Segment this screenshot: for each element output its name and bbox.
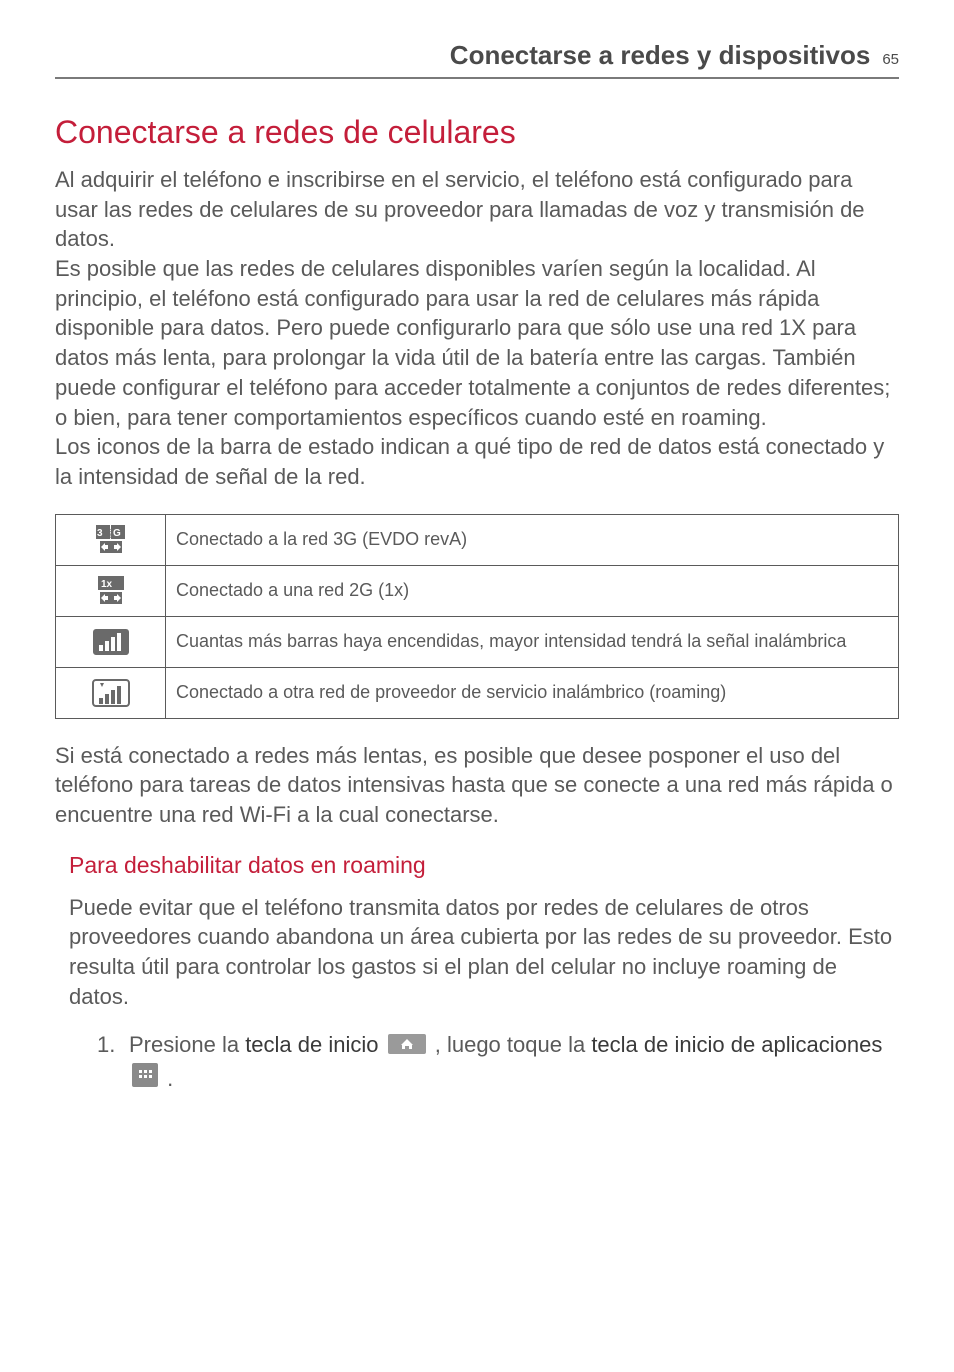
1x-icon: 1x bbox=[94, 576, 128, 606]
intro-paragraphs: Al adquirir el teléfono e inscribirse en… bbox=[55, 165, 899, 492]
svg-text:3: 3 bbox=[97, 528, 103, 539]
apps-key-icon bbox=[132, 1063, 158, 1096]
section-title: Conectarse a redes y dispositivos bbox=[450, 40, 871, 71]
paragraph-2: Es posible que las redes de celulares di… bbox=[55, 254, 899, 432]
signal-icon bbox=[91, 627, 131, 657]
main-heading: Conectarse a redes de celulares bbox=[55, 114, 899, 151]
bold-tecla-inicio: tecla de inicio bbox=[245, 1032, 378, 1057]
table-cell-text: Cuantas más barras haya encendidas, mayo… bbox=[166, 616, 899, 667]
icon-cell-signal bbox=[56, 616, 166, 667]
roaming-icon bbox=[91, 678, 131, 708]
page-number: 65 bbox=[882, 51, 899, 68]
table-row: 1x Conectado a una red 2G (1x) bbox=[56, 565, 899, 616]
subsection: Para deshabilitar datos en roaming Puede… bbox=[55, 852, 899, 1097]
home-key-icon bbox=[388, 1031, 426, 1063]
table-row: 3G 3 G Conectado a la red 3G (EVDO revA) bbox=[56, 514, 899, 565]
table-row: Cuantas más barras haya encendidas, mayo… bbox=[56, 616, 899, 667]
table-row: Conectado a otra red de proveedor de ser… bbox=[56, 667, 899, 718]
list-text-part1: Presione la bbox=[129, 1032, 245, 1057]
list-text-part2: , luego toque la bbox=[429, 1032, 592, 1057]
table-cell-text: Conectado a una red 2G (1x) bbox=[166, 565, 899, 616]
icon-cell-roaming bbox=[56, 667, 166, 718]
svg-text:G: G bbox=[113, 528, 121, 539]
table-cell-text: Conectado a otra red de proveedor de ser… bbox=[166, 667, 899, 718]
list-number: 1. bbox=[97, 1029, 115, 1061]
icons-table: 3G 3 G Conectado a la red 3G (EVDO revA)… bbox=[55, 514, 899, 719]
paragraph-5: Puede evitar que el teléfono transmita d… bbox=[69, 893, 899, 1012]
svg-text:1x: 1x bbox=[101, 579, 113, 590]
3g-icon: 3G 3 G bbox=[94, 525, 128, 555]
table-cell-text: Conectado a la red 3G (EVDO revA) bbox=[166, 514, 899, 565]
header-bar: Conectarse a redes y dispositivos 65 bbox=[55, 40, 899, 79]
icon-cell-1x: 1x bbox=[56, 565, 166, 616]
list-text-part3: . bbox=[161, 1066, 173, 1091]
bold-tecla-apps: tecla de inicio de aplicaciones bbox=[591, 1032, 882, 1057]
list-item: 1. Presione la tecla de inicio , luego t… bbox=[129, 1029, 899, 1096]
icon-cell-3g: 3G 3 G bbox=[56, 514, 166, 565]
sub-heading: Para deshabilitar datos en roaming bbox=[69, 852, 899, 879]
paragraph-3: Los iconos de la barra de estado indican… bbox=[55, 432, 899, 491]
paragraph-4: Si está conectado a redes más lentas, es… bbox=[55, 741, 899, 830]
paragraph-1: Al adquirir el teléfono e inscribirse en… bbox=[55, 165, 899, 254]
steps-list: 1. Presione la tecla de inicio , luego t… bbox=[69, 1029, 899, 1096]
